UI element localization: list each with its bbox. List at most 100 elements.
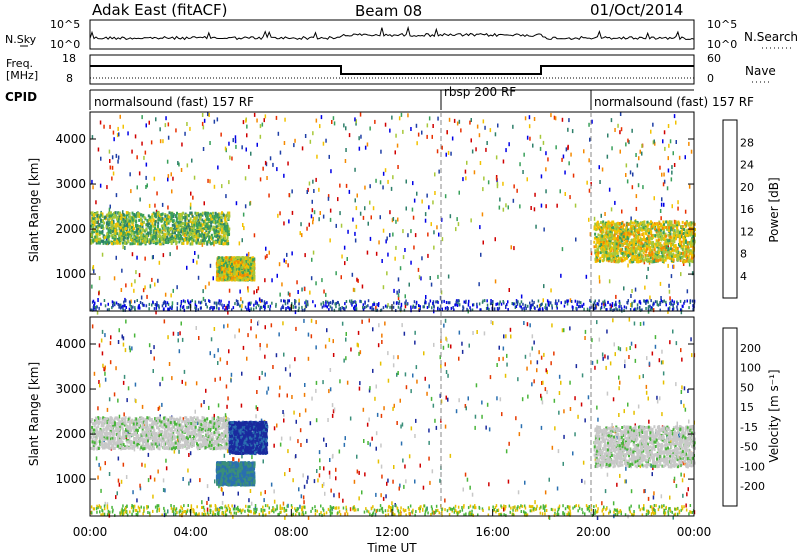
ground-cell <box>162 302 165 306</box>
noise-cell <box>234 135 237 140</box>
noise-cell <box>615 294 617 299</box>
noise-cell <box>497 123 499 128</box>
noise-cell <box>367 221 369 226</box>
ground-cell <box>523 308 526 312</box>
ground-cell <box>360 300 362 304</box>
echo-cell <box>175 220 178 224</box>
echo-cell <box>188 228 191 231</box>
echo-cell <box>241 278 244 282</box>
nsky-tick-bottom: 10^0 <box>50 38 80 51</box>
noise-cell <box>235 144 237 149</box>
noise-cell <box>591 119 593 124</box>
ground-cell <box>130 307 133 310</box>
ground-cell <box>128 300 131 304</box>
ground-cell <box>631 304 633 308</box>
noise-cell <box>115 255 117 260</box>
noise-cell <box>410 229 412 234</box>
noise-cell <box>458 119 461 124</box>
echo-cell <box>197 230 200 233</box>
noise-cell <box>216 117 219 122</box>
echo-cell <box>190 242 193 246</box>
noise-cell <box>355 121 357 126</box>
echo-cell <box>244 265 247 269</box>
noise-cell <box>389 233 391 238</box>
echo-cell <box>197 240 200 244</box>
echo-cell <box>178 224 181 228</box>
echo-cell <box>682 254 685 258</box>
echo-cell <box>133 213 136 217</box>
echo-cell <box>160 213 163 216</box>
ground-cell <box>250 301 252 305</box>
noise-cell <box>167 174 170 179</box>
noise-cell <box>245 147 247 152</box>
ground-cell <box>271 301 273 305</box>
noise-cell <box>134 134 137 139</box>
echo-cell <box>205 229 208 233</box>
ground-cell <box>437 300 439 304</box>
echo-cell <box>604 233 607 237</box>
ground-cell <box>215 303 218 307</box>
echo-cell <box>663 258 666 262</box>
ground-cell <box>325 301 327 305</box>
noise-cell <box>170 172 172 177</box>
noise-cell <box>208 113 210 117</box>
noise-cell <box>652 308 655 313</box>
noise-cell <box>177 161 179 165</box>
noise-cell <box>519 204 521 209</box>
noise-cell <box>637 183 640 188</box>
echo-cell <box>593 236 596 240</box>
noise-cell <box>432 124 434 128</box>
echo-cell <box>114 215 117 219</box>
ground-cell <box>610 307 612 311</box>
ground-cell <box>228 306 230 309</box>
noise-cell <box>154 282 156 287</box>
ground-cell <box>287 305 289 309</box>
ground-cell <box>524 304 527 308</box>
noise-cell <box>384 168 387 173</box>
echo-cell <box>117 211 120 215</box>
echo-cell <box>251 258 254 262</box>
echo-cell <box>175 234 178 238</box>
echo-cell <box>690 230 693 234</box>
ground-cell <box>249 302 251 306</box>
noise-cell <box>632 172 634 177</box>
noise-cell <box>249 201 251 206</box>
ground-cell <box>522 302 524 306</box>
ground-cell <box>530 306 532 309</box>
noise-cell <box>667 263 669 268</box>
echo-cell <box>167 241 170 245</box>
ground-cell <box>645 307 647 310</box>
noise-cell <box>387 252 389 257</box>
ground-cell <box>534 306 536 310</box>
echo-cell <box>217 238 219 242</box>
noise-cell <box>331 120 333 124</box>
noise-cell <box>434 172 436 177</box>
ground-cell <box>611 304 614 308</box>
ground-cell <box>435 300 437 304</box>
noise-cell <box>145 185 147 189</box>
echo-cell <box>143 237 146 241</box>
ground-cell <box>540 303 542 306</box>
ground-cell <box>100 302 102 306</box>
echo-cell <box>139 217 142 221</box>
echo-cell <box>192 239 195 243</box>
echo-cell <box>185 230 188 234</box>
echo-cell <box>116 224 119 228</box>
echo-cell <box>132 241 135 245</box>
noise-cell <box>351 272 354 277</box>
echo-cell <box>209 228 211 232</box>
echo-cell <box>158 218 161 222</box>
noise-cell <box>266 254 268 258</box>
echo-cell <box>164 233 167 237</box>
echo-cell <box>222 230 225 234</box>
echo-cell <box>134 241 136 245</box>
ground-cell <box>505 304 507 308</box>
echo-cell <box>221 220 224 224</box>
noise-cell <box>129 172 131 177</box>
ground-cell <box>426 306 429 309</box>
ground-cell <box>516 302 519 306</box>
ground-cell <box>234 302 236 306</box>
ground-cell <box>455 300 457 304</box>
echo-cell <box>611 254 614 257</box>
noise-cell <box>391 218 394 223</box>
